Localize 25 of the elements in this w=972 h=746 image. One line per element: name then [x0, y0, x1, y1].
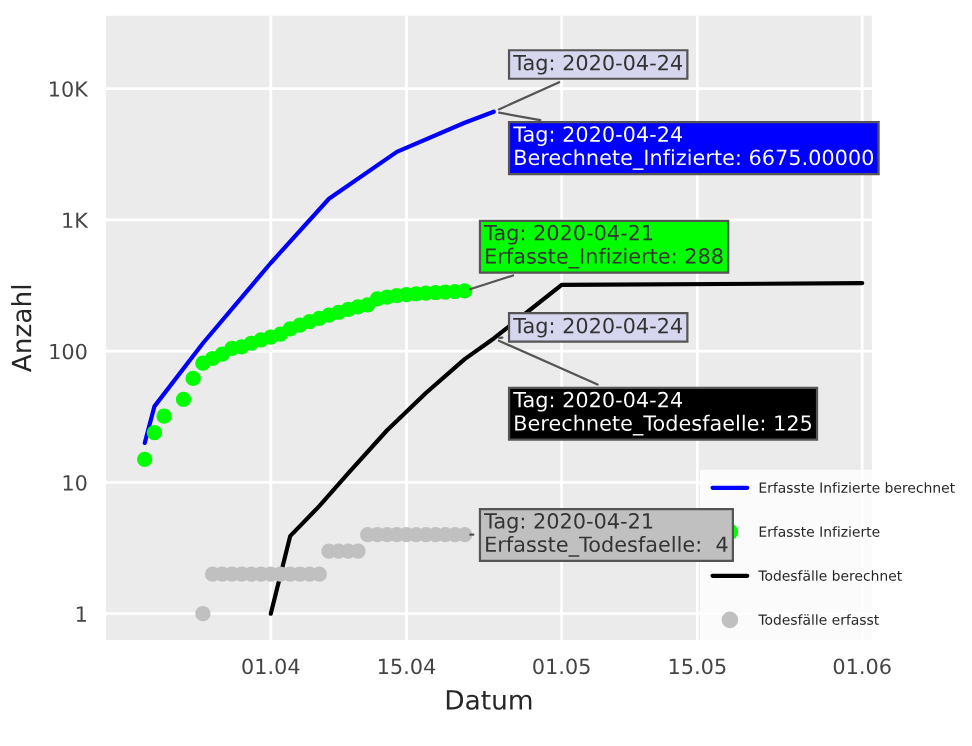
point — [137, 451, 153, 467]
point — [156, 408, 172, 424]
annotation: Tag: 2020-04-24 Berechnete_Todesfaelle: 125 — [513, 391, 812, 436]
point — [185, 370, 201, 387]
y-tick-label: 1K — [63, 212, 89, 228]
x-tick-label: 01.06 — [833, 658, 891, 675]
point — [195, 606, 211, 622]
annotation: Tag: 2020-04-21 Erfasste_Todesfaelle: 4 — [484, 513, 728, 557]
y-axis-title: Anzahl — [11, 285, 32, 373]
y-tick-label: 10 — [63, 474, 87, 491]
point — [146, 424, 163, 441]
x-axis-title: Datum — [446, 690, 532, 710]
annotation: Tag: 2020-04-24 — [513, 317, 683, 338]
annotation: Tag: 2020-04-24 — [513, 54, 683, 75]
y-tick-label: 1 — [76, 606, 86, 622]
point — [175, 391, 192, 407]
x-tick-label: 01.04 — [242, 658, 300, 675]
x-tick-label: 15.04 — [378, 658, 436, 675]
x-tick-label: 15.05 — [669, 658, 726, 675]
y-tick-label: 100 — [50, 343, 87, 360]
point — [457, 283, 473, 299]
annotation: Tag: 2020-04-24 Berechnete_Infizierte: 6675.00000 — [513, 126, 874, 170]
x-tick-label: 01.05 — [533, 658, 590, 675]
annotation: Tag: 2020-04-21 Erfasste_Infizierte: 288 — [484, 224, 723, 269]
y-tick-label: 10K — [50, 81, 89, 97]
